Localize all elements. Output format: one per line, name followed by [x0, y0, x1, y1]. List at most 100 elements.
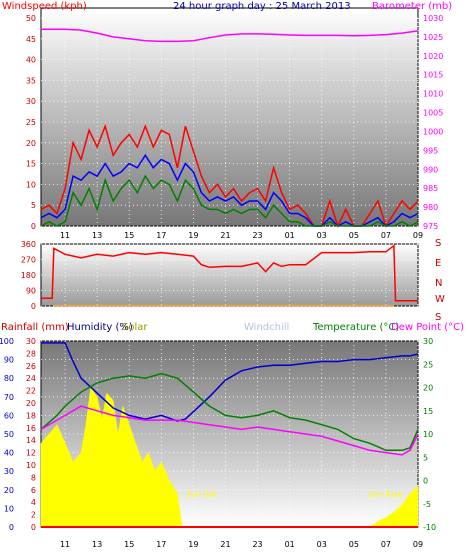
y-tick-label: 30	[423, 337, 433, 346]
y-tick-label: -10	[423, 523, 436, 532]
windspeed-axis-label: Windspeed (kph)	[2, 1, 87, 12]
panel-3-series	[40, 342, 419, 528]
y-tick-label: 1015	[423, 71, 443, 80]
y-tick-label: 70	[4, 393, 14, 402]
y-tick-label: 10	[26, 461, 36, 470]
compass-label: S	[435, 312, 441, 323]
x-tick-label: 21	[220, 540, 230, 549]
x-tick-label: 05	[349, 540, 359, 549]
y-tick-label: 0	[31, 302, 36, 311]
y-tick-label: 0	[9, 523, 14, 532]
panel-1-background	[40, 7, 419, 227]
y-tick-label: 80	[4, 374, 14, 383]
barometer-axis-label: Barometer (mb)	[372, 1, 452, 12]
y-tick-label: 995	[423, 146, 438, 155]
y-tick-label: 6	[31, 486, 36, 495]
y-tick-label: 60	[4, 411, 14, 420]
y-tick-label: 35	[26, 76, 36, 85]
y-tick-label: 270	[21, 256, 36, 265]
y-tick-label: 990	[423, 165, 438, 174]
y-tick-label: 40	[26, 56, 36, 65]
panel-2-series	[41, 244, 418, 307]
y-tick-label: 30	[26, 337, 36, 346]
y-tick-label: 975	[423, 222, 438, 231]
y-tick-label: 15	[423, 407, 433, 416]
panel-1-series	[40, 28, 419, 229]
x-tick-label: 03	[317, 540, 327, 549]
y-tick-label: 90	[4, 356, 14, 365]
y-tick-label: 5	[423, 453, 428, 462]
x-tick-label: 01	[285, 231, 295, 240]
x-tick-label: 05	[349, 231, 359, 240]
x-tick-label: 11	[60, 231, 70, 240]
x-tick-label: 19	[188, 231, 198, 240]
y-tick-label: 1030	[423, 14, 443, 23]
x-tick-label: 11	[60, 540, 70, 549]
y-tick-label: 5	[31, 201, 36, 210]
solar-area	[40, 386, 419, 528]
y-tick-label: 360	[21, 240, 36, 249]
compass-label: W	[435, 294, 445, 305]
direction-axis-ticks: 0 90 180 270 360	[21, 240, 36, 311]
windspeed-axis-ticks: 0 5 10 15 20 25 30 35 40 45 50	[26, 14, 36, 231]
barometer-axis-ticks: 975 980 985 990 995 1000 1005 1010 1015 1020 1025 1…	[423, 14, 443, 231]
compass-label: N	[435, 278, 442, 289]
chart-title: 24 hour graph day : 25 March 2013	[173, 1, 351, 12]
y-tick-label: 20	[26, 139, 36, 148]
y-tick-label: 20	[4, 486, 14, 495]
y-tick-label: 50	[4, 430, 14, 439]
panel-1-grid	[41, 17, 419, 227]
temperature-axis-label: Temperature (°C)	[312, 322, 399, 333]
x-tick-label: 07	[381, 231, 391, 240]
y-tick-label: 16	[26, 424, 36, 433]
y-tick-label: 25	[423, 360, 433, 369]
y-tick-label: 1025	[423, 33, 443, 42]
panel-1-x-ticks: 11 13 15 17 19 21 23 01 03 05 07 09	[60, 231, 423, 240]
series-line	[40, 174, 419, 227]
y-tick-label: 90	[26, 287, 36, 296]
y-tick-label: 180	[21, 271, 36, 280]
x-tick-label: 13	[92, 231, 102, 240]
y-tick-label: 45	[26, 35, 36, 44]
y-tick-label: 4	[31, 498, 36, 507]
y-tick-label: 22	[26, 387, 36, 396]
y-tick-label: 25	[26, 118, 36, 127]
y-tick-label: 10	[26, 180, 36, 189]
x-tick-label: 13	[92, 540, 102, 549]
y-tick-label: 30	[26, 97, 36, 106]
y-tick-label: 24	[26, 374, 36, 383]
panel-3-x-ticks: 11 13 15 17 19 21 23 01 03 05 07 09	[60, 540, 423, 549]
y-tick-label: 20	[423, 384, 433, 393]
windchill-axis-label: Windchill	[244, 322, 289, 333]
y-tick-label: 0	[31, 222, 36, 231]
sunrise-annotation: Sun Rise	[368, 490, 403, 499]
y-tick-label: 100	[0, 337, 14, 346]
compass-label: S	[435, 238, 441, 249]
y-tick-label: 1000	[423, 127, 443, 136]
x-tick-label: 07	[381, 540, 391, 549]
dewpoint-axis-label: Dew Point (°C)	[391, 322, 464, 333]
series-line	[41, 244, 418, 302]
x-tick-label: 09	[413, 231, 423, 240]
humidity-axis-ticks: 0 10 20 30 40 50 60 70 80 90 100	[0, 337, 14, 532]
y-tick-label: 1020	[423, 52, 443, 61]
y-tick-label: 10	[4, 504, 14, 513]
y-tick-label: 40	[4, 449, 14, 458]
y-tick-label: 1005	[423, 109, 443, 118]
rainfall-axis-label: Rainfall (mm)	[1, 322, 69, 333]
x-tick-label: 15	[124, 540, 134, 549]
temperature-axis-ticks: -10 -5 0 5 10 15 20 25 30	[423, 337, 436, 532]
x-tick-label: 03	[317, 231, 327, 240]
compass-label: E	[435, 258, 441, 269]
y-tick-label: 12	[26, 449, 36, 458]
series-line	[40, 405, 419, 456]
x-tick-label: 23	[252, 540, 262, 549]
y-tick-label: 18	[26, 411, 36, 420]
y-tick-label: 8	[31, 473, 36, 482]
y-tick-label: 30	[4, 467, 14, 476]
